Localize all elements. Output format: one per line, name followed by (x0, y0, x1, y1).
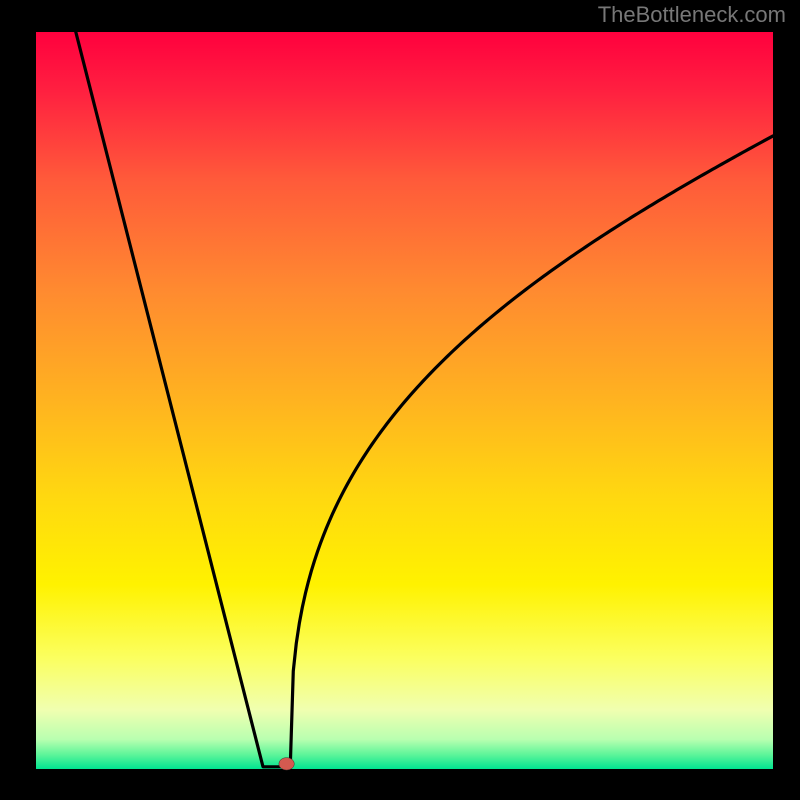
plot-area (36, 32, 773, 769)
chart-frame: TheBottleneck.com (0, 0, 800, 800)
watermark-text: TheBottleneck.com (598, 2, 786, 28)
